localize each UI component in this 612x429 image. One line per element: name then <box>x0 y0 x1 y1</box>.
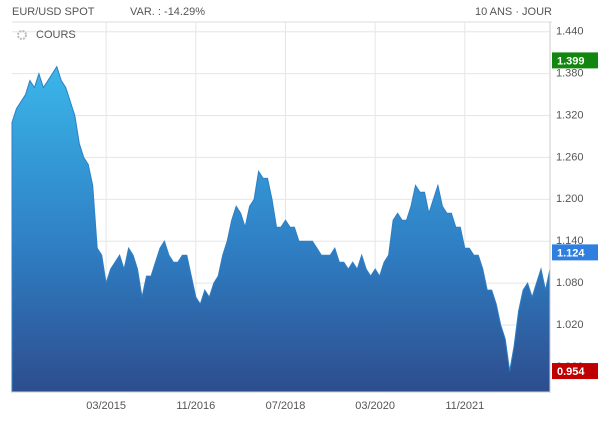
legend-label[interactable]: COURS <box>36 29 76 41</box>
variation: VAR. : -14.29% <box>130 6 205 18</box>
value-marker <box>552 52 598 69</box>
value-marker-label: 1.124 <box>557 247 585 259</box>
value-marker-label: 0.954 <box>557 366 585 378</box>
y-tick-label: 1.200 <box>556 193 584 205</box>
y-tick-label: 1.140 <box>556 235 584 247</box>
value-marker <box>552 244 598 261</box>
y-tick-label: 1.320 <box>556 109 584 121</box>
y-tick-label: 1.380 <box>556 68 584 80</box>
y-tick-label: 1.080 <box>556 277 584 289</box>
y-tick-label: 1.440 <box>556 26 584 38</box>
x-tick-label: 07/2018 <box>266 400 306 412</box>
value-marker <box>552 363 598 380</box>
value-marker-label: 1.399 <box>557 55 585 67</box>
y-tick-label: 1.020 <box>556 319 584 331</box>
x-tick-label: 03/2015 <box>86 400 126 412</box>
legend-icon[interactable] <box>17 30 27 40</box>
x-tick-label: 11/2016 <box>176 400 215 412</box>
area <box>11 65 551 393</box>
period: 10 ANS · JOUR <box>475 6 552 18</box>
chart-title: EUR/USD SPOT <box>12 6 95 18</box>
x-tick-label: 03/2020 <box>355 400 395 412</box>
y-tick-label: 1.260 <box>556 151 584 163</box>
x-tick-label: 11/2021 <box>445 400 484 412</box>
